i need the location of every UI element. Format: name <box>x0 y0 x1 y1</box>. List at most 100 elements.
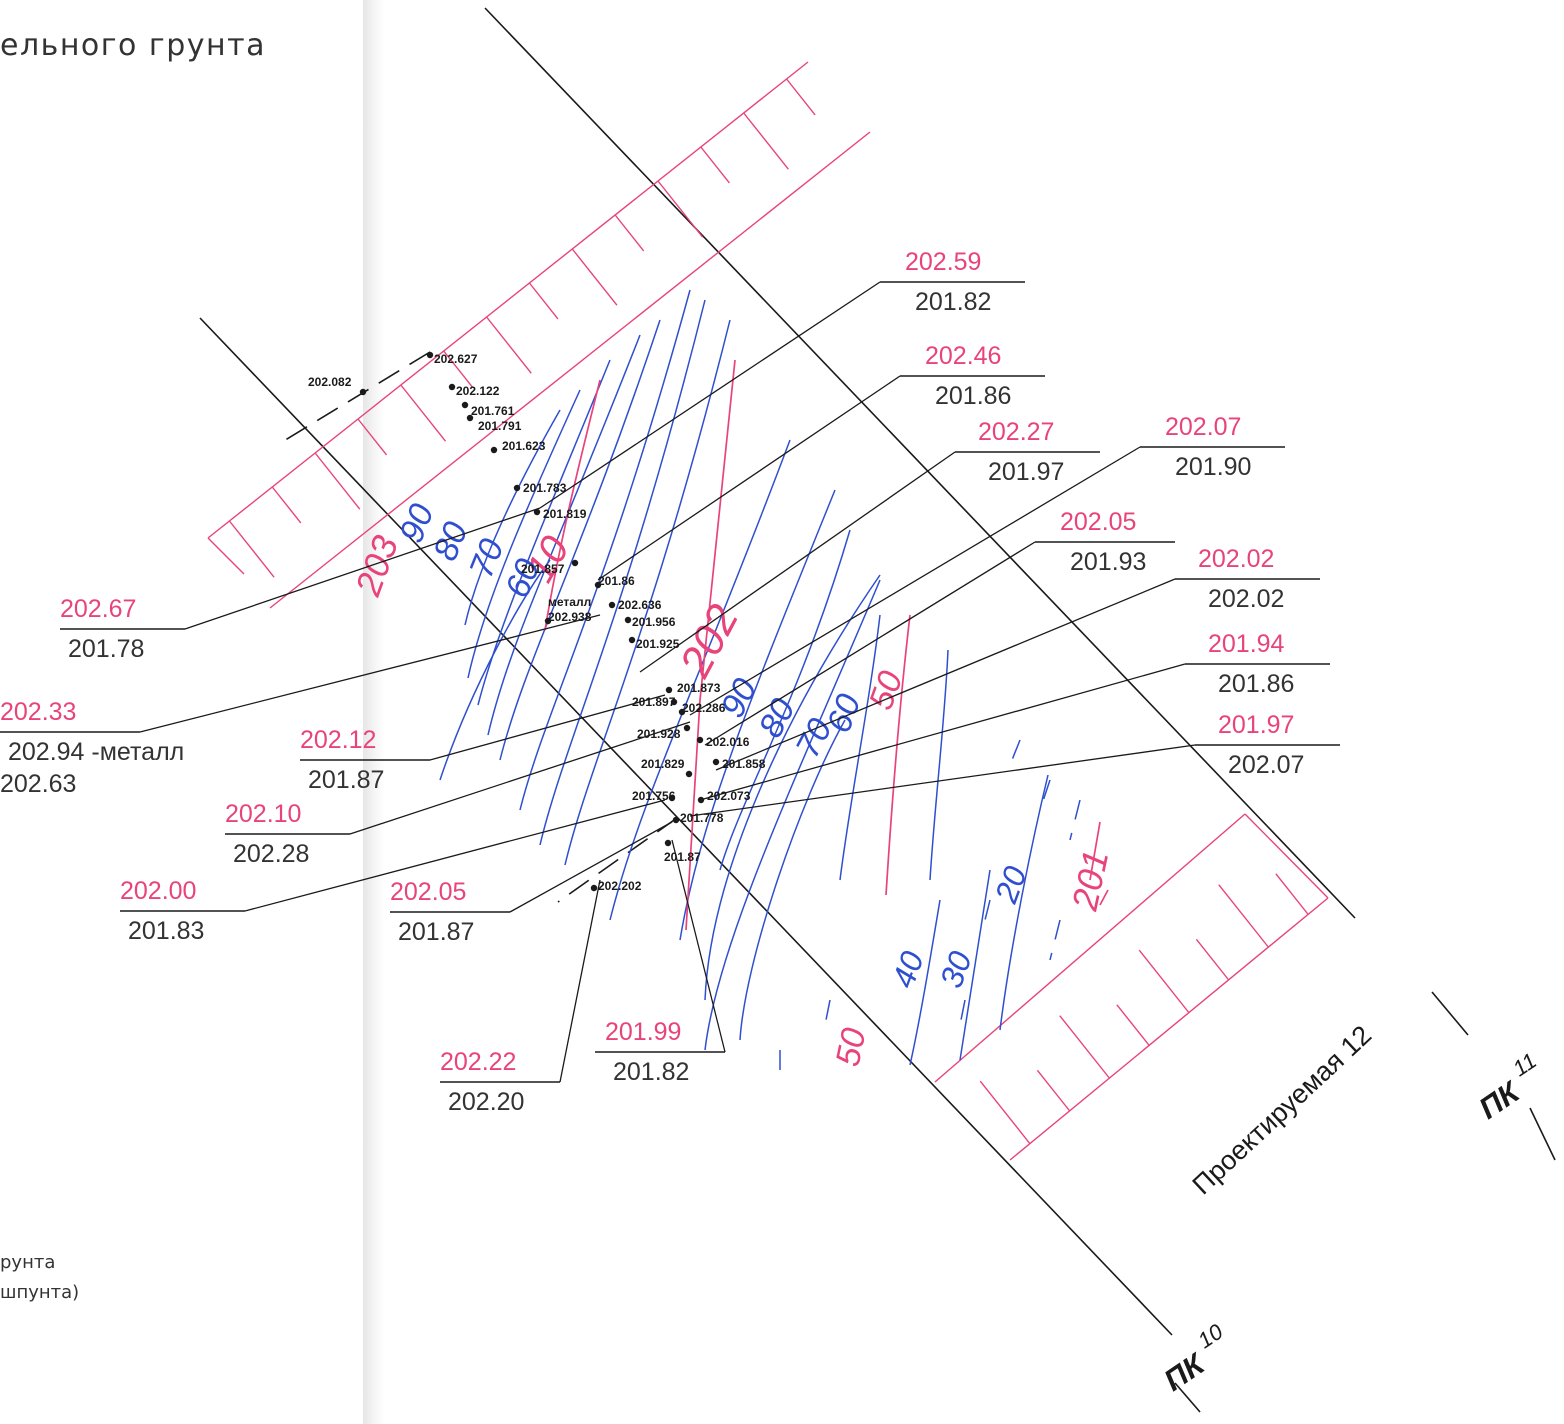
callout-leader <box>689 744 1196 817</box>
elevation-callout: 202.27 201.97 <box>955 418 1100 486</box>
callout-leader <box>704 541 1036 746</box>
survey-point-marker <box>461 401 469 409</box>
embankment-upper <box>207 61 871 609</box>
blue-contour-line <box>499 319 661 761</box>
callout-design-elevation: 202.05 <box>1060 508 1136 536</box>
callout-leader <box>597 375 901 581</box>
callout-existing-elevation: 201.97 <box>988 458 1064 486</box>
callout-leader <box>689 446 1141 716</box>
callout-design-elevation: 201.97 <box>1218 711 1294 739</box>
callout-design-elevation: 202.02 <box>1198 545 1274 573</box>
elevation-callout: 202.46 201.86 <box>900 342 1045 410</box>
callout-design-elevation: 202.12 <box>300 726 376 754</box>
callout-design-elevation: 202.46 <box>925 342 1001 370</box>
blue-contour-line <box>609 439 791 921</box>
red-contour-line <box>685 359 736 931</box>
survey-point-label: 201.819 <box>543 507 587 521</box>
elevation-callout: 202.07 201.90 <box>1140 413 1285 481</box>
hatch-tick <box>1036 1069 1071 1112</box>
survey-point-label: 201.87 <box>664 850 701 864</box>
hatch-tick <box>979 1080 1031 1145</box>
blue-contour-dash <box>824 999 831 1026</box>
callout-design-elevation: 201.94 <box>1208 630 1285 658</box>
road-edge-lines <box>199 7 1556 1413</box>
red-contour-dash <box>1089 821 1101 881</box>
hatch-tick <box>614 214 645 252</box>
survey-point-marker <box>628 636 636 644</box>
callout-design-elevation: 202.59 <box>905 248 981 276</box>
blue-contour-line <box>909 899 941 1066</box>
blue-contour-dash <box>1049 919 1061 961</box>
blue-contour-line <box>439 559 551 781</box>
survey-point-marker <box>426 351 434 359</box>
callout-existing-elevation: 202.02 <box>1208 585 1284 613</box>
callout-existing-elevation: 202.20 <box>448 1088 524 1116</box>
page-fold-shadow <box>363 0 385 1424</box>
red-contours <box>544 359 1109 931</box>
callout-design-elevation: 202.05 <box>390 878 466 906</box>
callout-design-elevation: 202.22 <box>440 1048 516 1076</box>
callout-design-elevation: 202.10 <box>225 800 301 828</box>
survey-point-marker <box>448 383 456 391</box>
survey-point-marker <box>712 758 720 766</box>
blue-contour-dash <box>1069 799 1081 841</box>
hatch-tick <box>1275 873 1309 915</box>
survey-point-marker <box>683 724 691 732</box>
callout-existing-elevation: 201.86 <box>1218 670 1294 698</box>
survey-point-label: 202.286 <box>682 701 726 715</box>
hatch-tick <box>1218 884 1269 948</box>
blue-contour-line <box>929 649 949 881</box>
survey-point-marker <box>697 796 705 804</box>
embankment-lower <box>934 813 1329 1161</box>
survey-point-marker <box>685 770 693 778</box>
survey-point-marker <box>672 816 680 824</box>
callout-design-elevation: 202.67 <box>60 595 136 623</box>
blue-contour-dash <box>1039 779 1051 811</box>
blue-contour-line <box>999 774 1049 1031</box>
pk11-prefix: ПК <box>1473 1075 1527 1126</box>
red-contour-dash <box>1099 889 1109 906</box>
pk11-label: ПК 11 <box>1473 1048 1541 1126</box>
road-name-label: Проектируемая 12 <box>1187 1020 1378 1201</box>
survey-point-label: 201.858 <box>722 757 766 771</box>
survey-point-label: 201.756 <box>632 789 676 803</box>
elevation-callouts: 202.59201.82202.46201.86202.27201.97202.… <box>0 248 1340 1116</box>
dashed-top <box>281 351 431 443</box>
survey-point-marker <box>665 686 673 694</box>
survey-point-marker <box>533 508 541 516</box>
contour-label-blue: 40 <box>885 946 931 992</box>
elevation-callout: 202.00 201.83 <box>120 877 245 945</box>
elevation-callout: 202.10 202.28 <box>225 800 350 868</box>
survey-point-label: 201.873 <box>677 681 721 695</box>
elevation-callout: 202.05 201.87 <box>390 878 510 946</box>
callout-existing-elevation: 201.83 <box>128 917 204 945</box>
callout-existing-elevation: 201.82 <box>915 288 991 316</box>
survey-point-label: 201.761 <box>471 404 515 418</box>
survey-point-marker <box>696 736 704 744</box>
hatch-tick <box>657 180 704 238</box>
survey-point-label: 202.073 <box>707 789 751 803</box>
blue-contour-line <box>564 319 731 866</box>
blue-contour-line <box>464 409 561 626</box>
callout-existing-elevation: 202.07 <box>1228 751 1304 779</box>
hatch-tick <box>1138 949 1190 1014</box>
hatch-tick <box>271 486 302 524</box>
survey-point-label: 201.829 <box>641 757 685 771</box>
elevation-callout: 201.99 201.82 <box>595 1018 725 1086</box>
blue-contours <box>439 289 1081 1075</box>
callout-leader <box>139 614 601 733</box>
survey-point-label: 201.925 <box>636 637 680 651</box>
legend-line-1: рунта <box>0 1252 55 1273</box>
contour-label-red: 201 <box>1064 846 1117 914</box>
elevation-callout: 202.22 202.20 <box>440 1048 560 1116</box>
blue-contour-dash <box>1009 739 1021 766</box>
survey-point-marker <box>670 698 678 706</box>
blue-contour-line <box>719 529 851 871</box>
blue-contour-dash <box>984 899 991 921</box>
elevation-callout: 202.05 201.93 <box>1035 508 1175 576</box>
page-left-area <box>0 0 363 1424</box>
callout-existing-elevation: 201.93 <box>1070 548 1146 576</box>
callout-design-elevation: 202.00 <box>120 877 196 905</box>
red-contour-line <box>885 614 911 896</box>
